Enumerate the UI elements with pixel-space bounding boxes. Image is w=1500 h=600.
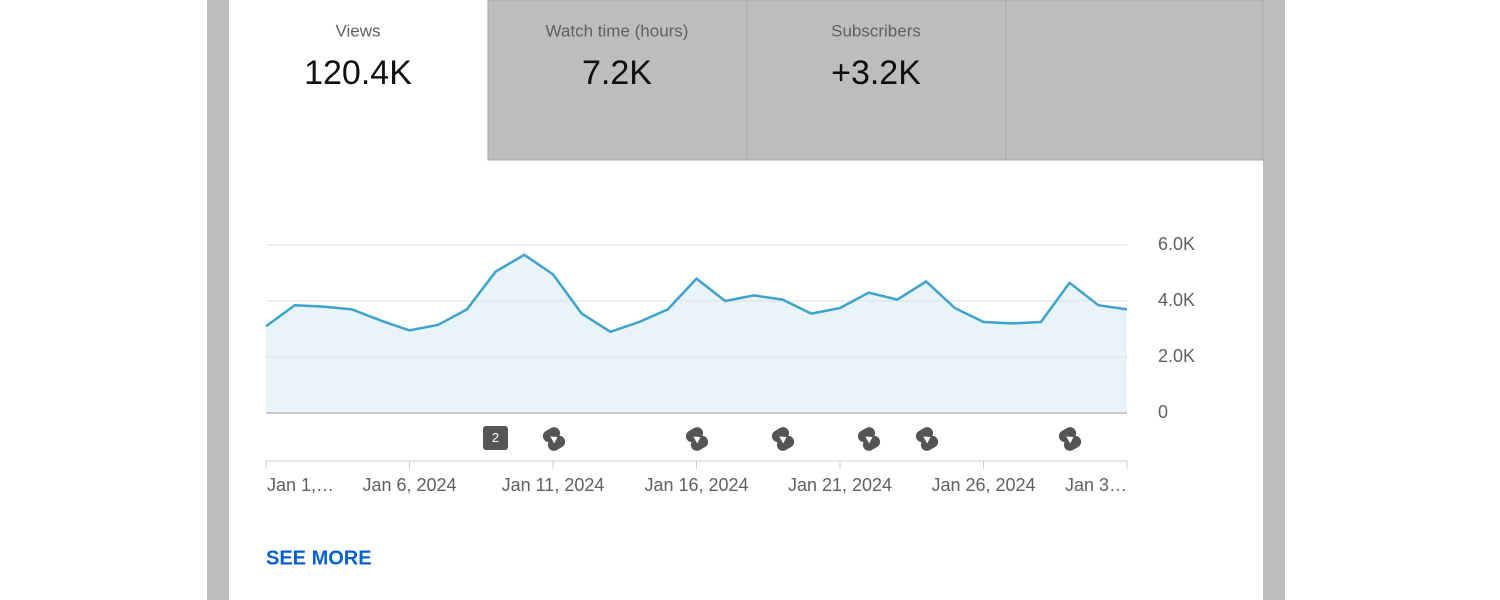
shorts-play <box>779 436 787 444</box>
y-tick-label: 6.0K <box>1158 234 1195 254</box>
plot <box>266 254 1127 413</box>
tab-value: +3.2K <box>831 54 921 92</box>
tab-value: 120.4K <box>304 54 412 92</box>
x-tick-label: Jan 3… <box>1065 475 1127 495</box>
tab-label: Subscribers <box>831 21 921 40</box>
y-tick-label: 0 <box>1158 402 1168 422</box>
tab[interactable] <box>487 0 748 161</box>
shorts-play <box>865 436 873 444</box>
shorts-icon <box>915 427 939 451</box>
tab-label: Watch time (hours) <box>546 21 689 40</box>
tab-label: Views <box>335 21 380 40</box>
x-tick-label: Jan 6, 2024 <box>362 475 456 495</box>
tab-value: 7.2K <box>582 54 652 92</box>
shorts-play <box>550 436 558 444</box>
shorts-play <box>1066 436 1074 444</box>
shorts-play <box>693 436 701 444</box>
badge-label: 2 <box>492 430 499 445</box>
shorts-play <box>923 436 931 444</box>
shorts-icon <box>685 427 709 451</box>
x-tick-label: Jan 21, 2024 <box>788 475 892 495</box>
x-tick-label: Jan 1,… <box>267 475 334 495</box>
line <box>265 253 1128 334</box>
y-tick-label: 2.0K <box>1158 346 1195 366</box>
see-more-link[interactable]: SEE MORE <box>266 547 372 569</box>
x-tick-label: Jan 26, 2024 <box>931 475 1035 495</box>
y-tick-label: 4.0K <box>1158 290 1195 310</box>
side-bar <box>207 0 229 600</box>
area <box>266 254 1127 413</box>
shorts-icon <box>857 427 881 451</box>
shorts-icon <box>1058 427 1082 451</box>
shorts-icon <box>542 427 566 451</box>
x-tick-label: Jan 16, 2024 <box>644 475 748 495</box>
shorts-icon <box>771 427 795 451</box>
side-bar <box>1263 0 1285 600</box>
badge <box>483 426 508 450</box>
x-tick-label: Jan 11, 2024 <box>502 475 605 495</box>
tab[interactable] <box>1005 0 1264 161</box>
tab[interactable] <box>229 0 488 160</box>
tab[interactable] <box>746 0 1007 161</box>
